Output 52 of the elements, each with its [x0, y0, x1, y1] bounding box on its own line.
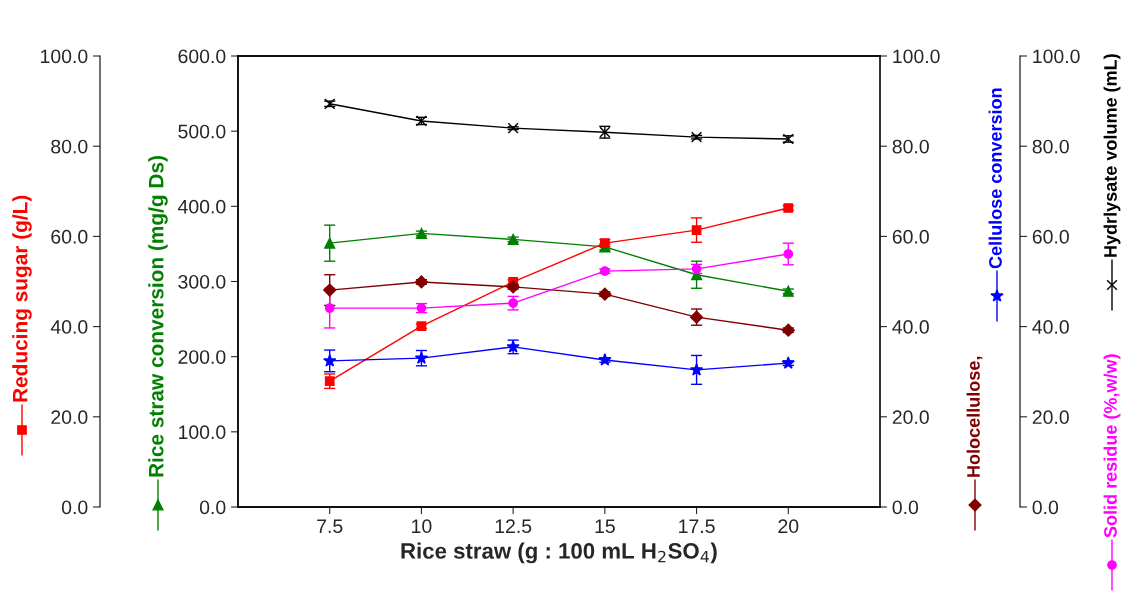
point — [781, 356, 795, 369]
y3-tick-label: 80.0 — [51, 139, 88, 154]
point — [324, 237, 336, 249]
x-tick-label: 15 — [595, 519, 615, 534]
x-tick-label: 17.5 — [679, 519, 715, 534]
y-tick-label: 40.0 — [892, 320, 929, 334]
y2-tick-label: 600.0 — [178, 49, 226, 64]
text: 60.0 — [1032, 229, 1069, 244]
y2-tick-label: 300.0 — [178, 274, 226, 289]
y2-tick-label: 200.0 — [178, 350, 226, 364]
point — [324, 303, 335, 313]
text: Rice straw conversion (mg/g Ds) — [148, 156, 168, 477]
x-tick-label: 20 — [778, 519, 799, 534]
y2-tick-label: 500.0 — [178, 124, 226, 139]
point — [781, 323, 795, 337]
point — [691, 225, 702, 235]
text: 80.0 — [1032, 139, 1069, 154]
text: Hydrlysate volume (mL) — [1103, 54, 1121, 257]
text: Holocellulose, — [966, 356, 983, 477]
y-tick-label: 100.0 — [893, 49, 940, 64]
point — [689, 362, 704, 376]
x-tick-label: 7.5 — [317, 519, 343, 534]
y3-tick-label: 60.0 — [51, 229, 88, 244]
y2-tick-label: 0.0 — [199, 500, 226, 515]
text: 100.0 — [1033, 49, 1080, 64]
text: Reducing sugar (g/L) — [12, 195, 32, 402]
point — [598, 353, 612, 366]
point — [506, 280, 520, 294]
y3-tick-label: 0.0 — [61, 500, 88, 515]
point — [598, 287, 612, 301]
y-tick-label: 0.0 — [892, 500, 919, 515]
point — [414, 275, 429, 289]
text: 40.0 — [1032, 320, 1069, 334]
text: Cellulose conversion — [988, 88, 1002, 269]
point — [507, 122, 519, 134]
x-axis-title: Rice straw (g : 100 mL H$_{2}$SO$_{4}$) — [401, 542, 717, 564]
y3-tick-label: 20.0 — [51, 410, 88, 425]
y3-tick-label: 100.0 — [41, 49, 88, 64]
text: Solid residue (%,w/w) — [1103, 354, 1121, 538]
y-tick-label: 60.0 — [892, 229, 929, 244]
point — [323, 283, 337, 297]
text: 0.0 — [1032, 500, 1059, 515]
x-tick-label: 12.5 — [495, 519, 532, 534]
y2-tick-label: 100.0 — [179, 425, 226, 440]
point — [323, 353, 337, 367]
y-tick-label: 80.0 — [892, 139, 929, 154]
y3-tick-label: 40.0 — [50, 320, 88, 334]
point — [783, 249, 794, 259]
x-tick-label: 10 — [412, 519, 432, 534]
y-tick-label: 20.0 — [892, 410, 929, 425]
y2-tick-label: 400.0 — [177, 199, 226, 214]
text: 20.0 — [1032, 410, 1069, 425]
